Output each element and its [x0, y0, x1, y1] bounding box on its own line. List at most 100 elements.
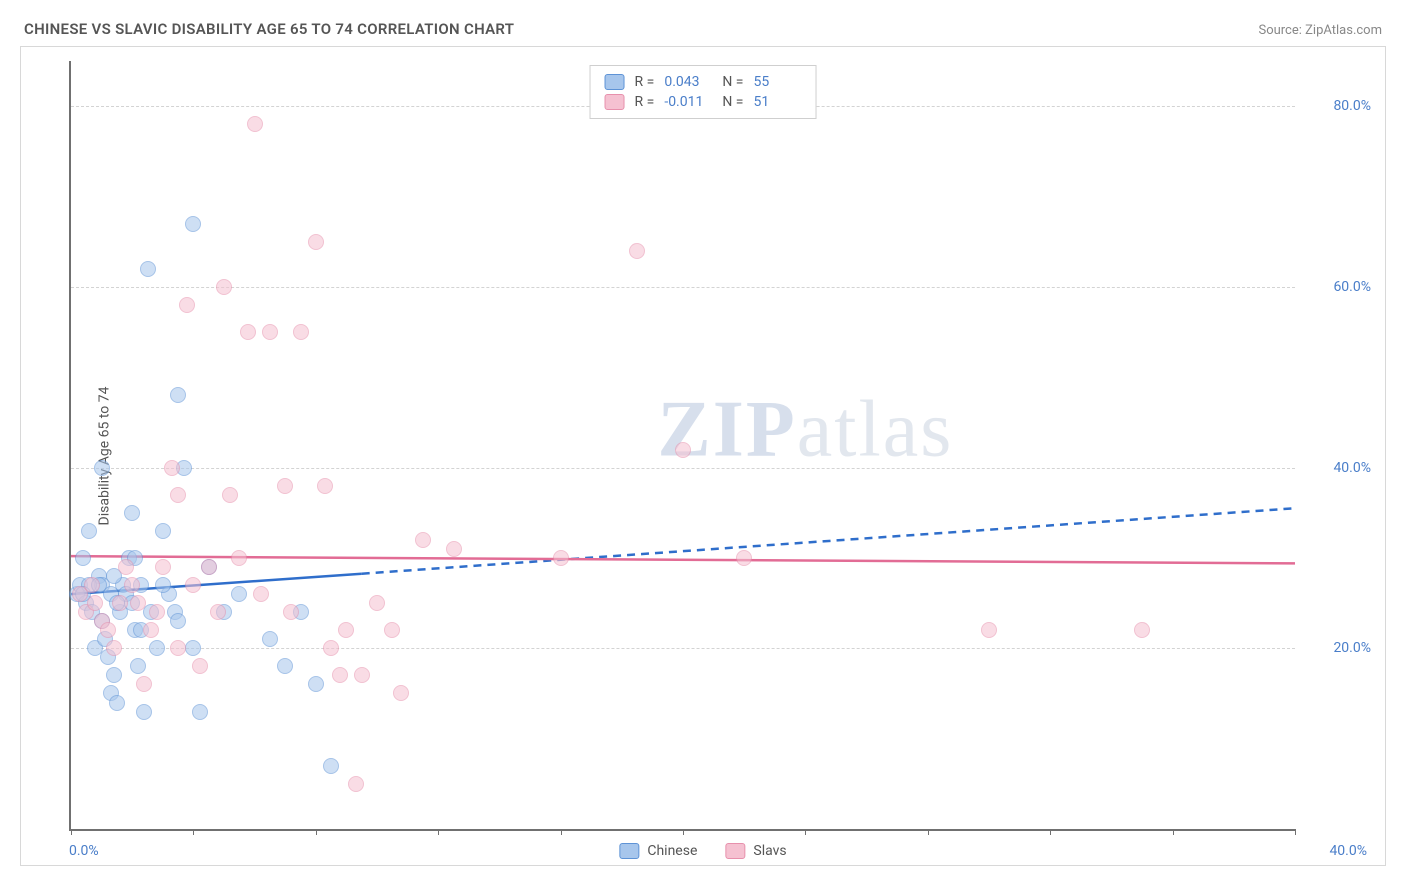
data-point	[323, 640, 339, 656]
data-point	[553, 550, 569, 566]
legend-row: R = -0.011 N = 51	[605, 92, 802, 112]
data-point	[231, 586, 247, 602]
chart-title: CHINESE VS SLAVIC DISABILITY AGE 65 TO 7…	[24, 20, 514, 38]
data-point	[84, 577, 100, 593]
legend-swatch	[605, 94, 625, 110]
data-point	[185, 216, 201, 232]
x-tick	[561, 829, 562, 835]
data-point	[262, 324, 278, 340]
source-label: Source: ZipAtlas.com	[1258, 23, 1382, 38]
y-tick-label: 20.0%	[1333, 640, 1371, 656]
data-point	[185, 577, 201, 593]
legend-label: Slavs	[753, 843, 786, 859]
header-bar: CHINESE VS SLAVIC DISABILITY AGE 65 TO 7…	[20, 20, 1386, 46]
data-point	[155, 577, 171, 593]
x-tick	[316, 829, 317, 835]
data-point	[675, 442, 691, 458]
data-point	[323, 758, 339, 774]
data-point	[149, 640, 165, 656]
legend-n-value: 51	[753, 94, 801, 110]
legend-n-label: N =	[722, 94, 743, 110]
y-tick-label: 80.0%	[1333, 98, 1371, 114]
data-point	[240, 324, 256, 340]
gridline	[71, 287, 1295, 288]
y-tick-label: 60.0%	[1333, 279, 1371, 295]
data-point	[369, 595, 385, 611]
data-point	[130, 595, 146, 611]
x-axis-max-label: 40.0%	[1329, 843, 1367, 859]
data-point	[143, 622, 159, 638]
data-point	[1134, 622, 1150, 638]
data-point	[170, 487, 186, 503]
data-point	[170, 613, 186, 629]
data-point	[446, 541, 462, 557]
data-point	[262, 631, 278, 647]
data-point	[415, 532, 431, 548]
stats-legend: R =0.043N =55R =-0.011N =51	[590, 65, 817, 119]
data-point	[155, 523, 171, 539]
data-point	[118, 559, 134, 575]
data-point	[384, 622, 400, 638]
data-point	[87, 595, 103, 611]
data-point	[149, 604, 165, 620]
data-point	[75, 550, 91, 566]
data-point	[106, 667, 122, 683]
series-legend: Chinese Slavs	[619, 843, 786, 859]
data-point	[332, 667, 348, 683]
watermark: ZIPatlas	[657, 384, 953, 475]
legend-r-value: -0.011	[664, 94, 712, 110]
legend-r-label: R =	[635, 74, 655, 90]
data-point	[981, 622, 997, 638]
x-tick	[71, 829, 72, 835]
chart-container: CHINESE VS SLAVIC DISABILITY AGE 65 TO 7…	[0, 0, 1406, 892]
data-point	[185, 640, 201, 656]
x-tick	[805, 829, 806, 835]
data-point	[94, 460, 110, 476]
x-tick	[438, 829, 439, 835]
data-point	[629, 243, 645, 259]
data-point	[130, 658, 146, 674]
data-point	[308, 676, 324, 692]
data-point	[179, 297, 195, 313]
x-tick	[683, 829, 684, 835]
data-point	[247, 116, 263, 132]
data-point	[277, 658, 293, 674]
data-point	[277, 478, 293, 494]
data-point	[216, 279, 232, 295]
data-point	[109, 695, 125, 711]
y-tick-label: 40.0%	[1333, 460, 1371, 476]
legend-label: Chinese	[647, 843, 697, 859]
data-point	[81, 523, 97, 539]
legend-r-value: 0.043	[664, 74, 712, 90]
legend-item: Chinese	[619, 843, 697, 859]
data-point	[106, 640, 122, 656]
data-point	[170, 387, 186, 403]
data-point	[170, 640, 186, 656]
data-point	[348, 776, 364, 792]
data-point	[136, 704, 152, 720]
data-point	[231, 550, 247, 566]
data-point	[393, 685, 409, 701]
data-point	[293, 324, 309, 340]
x-tick	[928, 829, 929, 835]
data-point	[283, 604, 299, 620]
legend-item: Slavs	[725, 843, 786, 859]
data-point	[201, 559, 217, 575]
data-point	[338, 622, 354, 638]
data-point	[140, 261, 156, 277]
data-point	[222, 487, 238, 503]
data-point	[192, 704, 208, 720]
data-point	[192, 658, 208, 674]
legend-swatch	[619, 843, 639, 859]
x-tick	[193, 829, 194, 835]
data-point	[124, 577, 140, 593]
chart-frame: Disability Age 65 to 74 ZIPatlas R =0.04…	[20, 46, 1386, 866]
data-point	[124, 505, 140, 521]
data-point	[155, 559, 171, 575]
x-axis-min-label: 0.0%	[69, 843, 99, 859]
legend-r-label: R =	[635, 94, 655, 110]
data-point	[308, 234, 324, 250]
data-point	[317, 478, 333, 494]
x-tick	[1050, 829, 1051, 835]
gridline	[71, 648, 1295, 649]
